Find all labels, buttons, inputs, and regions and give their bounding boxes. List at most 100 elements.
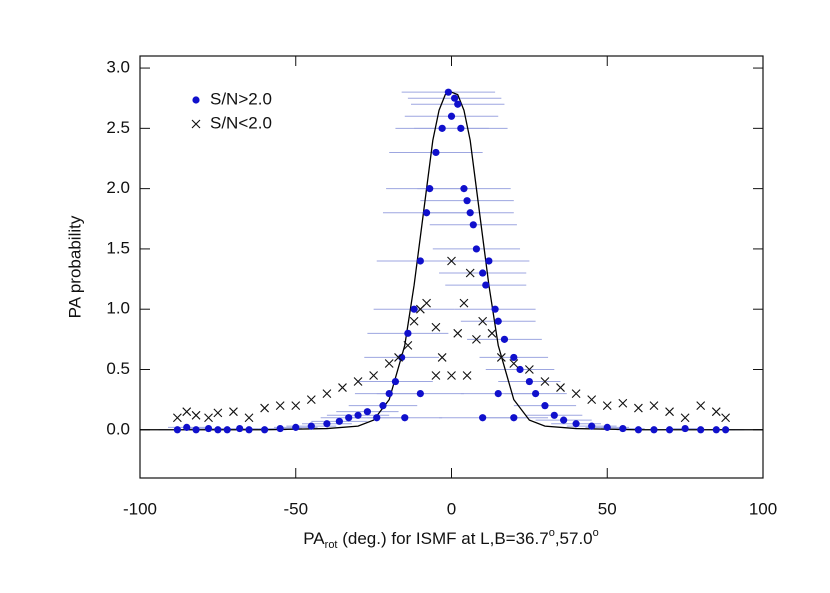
point <box>541 402 549 410</box>
point <box>261 426 269 434</box>
point <box>532 390 540 398</box>
point <box>404 329 412 337</box>
point <box>416 390 424 398</box>
point <box>487 328 497 338</box>
point <box>556 383 565 392</box>
point <box>363 408 371 416</box>
point <box>457 124 465 132</box>
point <box>681 424 689 433</box>
point <box>462 371 472 380</box>
point <box>451 94 459 102</box>
point <box>410 305 418 313</box>
x-axis-label: PArot (deg.) for ISMF at L,B=36.7o,57.0o <box>303 527 599 551</box>
point <box>416 257 424 265</box>
legend-marker <box>191 119 201 129</box>
point <box>245 426 253 434</box>
point <box>459 298 469 308</box>
x-tick-label: -50 <box>283 499 308 518</box>
point <box>444 88 452 96</box>
point <box>696 401 706 411</box>
point <box>711 407 721 417</box>
x-label-sub: rot <box>325 539 338 551</box>
point <box>447 371 456 380</box>
y-tick-label: 1.0 <box>106 299 130 318</box>
point <box>634 426 643 434</box>
point <box>354 411 362 419</box>
point <box>500 335 509 343</box>
point <box>721 413 731 423</box>
x-label-part: (deg.) for ISMF at L,B=36.7 <box>338 529 549 548</box>
point <box>453 328 463 338</box>
point <box>510 353 518 362</box>
point <box>322 389 332 398</box>
point <box>403 340 413 350</box>
point <box>292 423 300 431</box>
point <box>338 383 347 392</box>
x-tick-label: 0 <box>447 499 456 518</box>
point <box>472 334 481 344</box>
y-tick-label: 0.5 <box>106 359 130 378</box>
point <box>619 424 627 433</box>
point <box>426 185 434 193</box>
point <box>618 398 628 408</box>
y-tick-label: 1.5 <box>106 238 130 257</box>
point <box>409 316 419 326</box>
point <box>524 365 534 374</box>
point <box>291 401 301 411</box>
point <box>447 256 456 266</box>
y-tick-label: 2.5 <box>106 118 130 137</box>
legend-marker <box>192 96 200 104</box>
point <box>472 245 481 253</box>
point <box>431 371 441 380</box>
x-label-sup: o <box>549 527 555 539</box>
point <box>697 426 705 434</box>
point <box>509 359 519 368</box>
point <box>603 423 611 431</box>
point <box>379 402 387 410</box>
point <box>479 269 487 277</box>
point <box>213 408 223 418</box>
x-label-sup: o <box>593 527 599 539</box>
point <box>560 416 568 424</box>
point <box>275 401 285 411</box>
point <box>485 257 493 265</box>
y-axis-label: PA probability <box>65 215 84 318</box>
point <box>572 420 580 428</box>
point <box>307 422 315 430</box>
x-tick-label: 50 <box>598 499 617 518</box>
point <box>385 390 393 398</box>
point <box>204 413 213 423</box>
point <box>465 268 475 278</box>
point <box>463 197 471 205</box>
point <box>432 148 440 157</box>
point <box>192 426 200 434</box>
point <box>323 420 331 428</box>
point <box>466 209 474 217</box>
y-tick-label: 2.0 <box>106 178 130 197</box>
point <box>431 322 441 332</box>
point <box>345 414 353 422</box>
point <box>510 414 518 422</box>
point <box>460 185 468 193</box>
point <box>680 413 690 423</box>
point <box>422 298 431 308</box>
point <box>491 305 499 313</box>
point <box>494 390 502 398</box>
point <box>260 403 269 413</box>
point <box>353 377 363 386</box>
point <box>587 395 597 405</box>
point <box>479 414 487 422</box>
point <box>335 417 343 425</box>
point <box>437 353 447 362</box>
point <box>173 426 181 434</box>
x-tick-label: 100 <box>749 499 777 518</box>
point <box>236 424 244 433</box>
point <box>172 413 182 423</box>
legend-label: S/N<2.0 <box>210 113 272 132</box>
point <box>712 426 720 434</box>
point <box>214 426 222 434</box>
point <box>447 112 456 120</box>
y-tick-label: 3.0 <box>106 58 130 77</box>
